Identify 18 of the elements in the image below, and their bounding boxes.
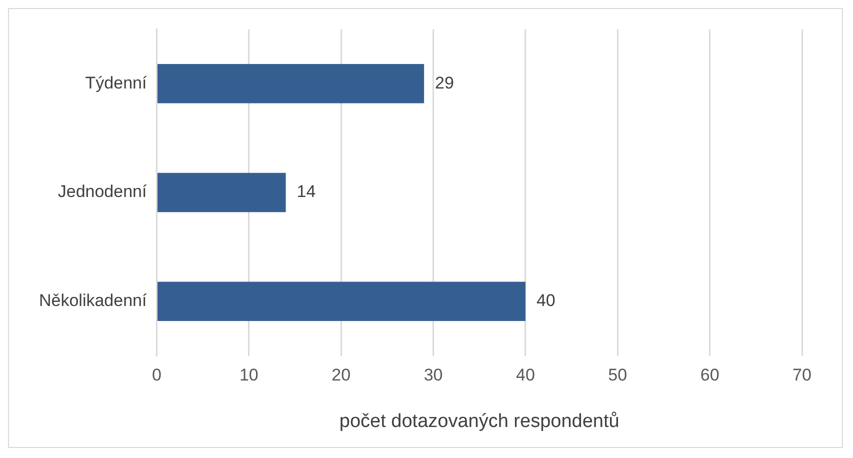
data-label: 14 [296, 182, 316, 202]
x-tick-label: 50 [608, 366, 628, 385]
data-label: 40 [536, 291, 556, 310]
x-tick-label: 30 [424, 366, 443, 385]
y-tick-label: Týdenní [85, 73, 147, 92]
y-tick-label: Několikadenní [38, 291, 147, 310]
bar [157, 64, 424, 104]
x-tick-label: 70 [792, 366, 812, 385]
y-tick-label: Jednodenní [58, 182, 147, 202]
x-tick-label: 60 [700, 366, 720, 385]
x-tick-label: 40 [516, 366, 535, 385]
bar [157, 282, 526, 321]
x-tick-label: 10 [239, 366, 258, 385]
x-tick-label: 20 [332, 366, 351, 385]
bar [157, 172, 286, 212]
x-tick-label: 0 [152, 366, 162, 385]
x-axis-title: počet dotazovaných respondentů [339, 410, 620, 432]
data-label: 29 [435, 73, 454, 92]
